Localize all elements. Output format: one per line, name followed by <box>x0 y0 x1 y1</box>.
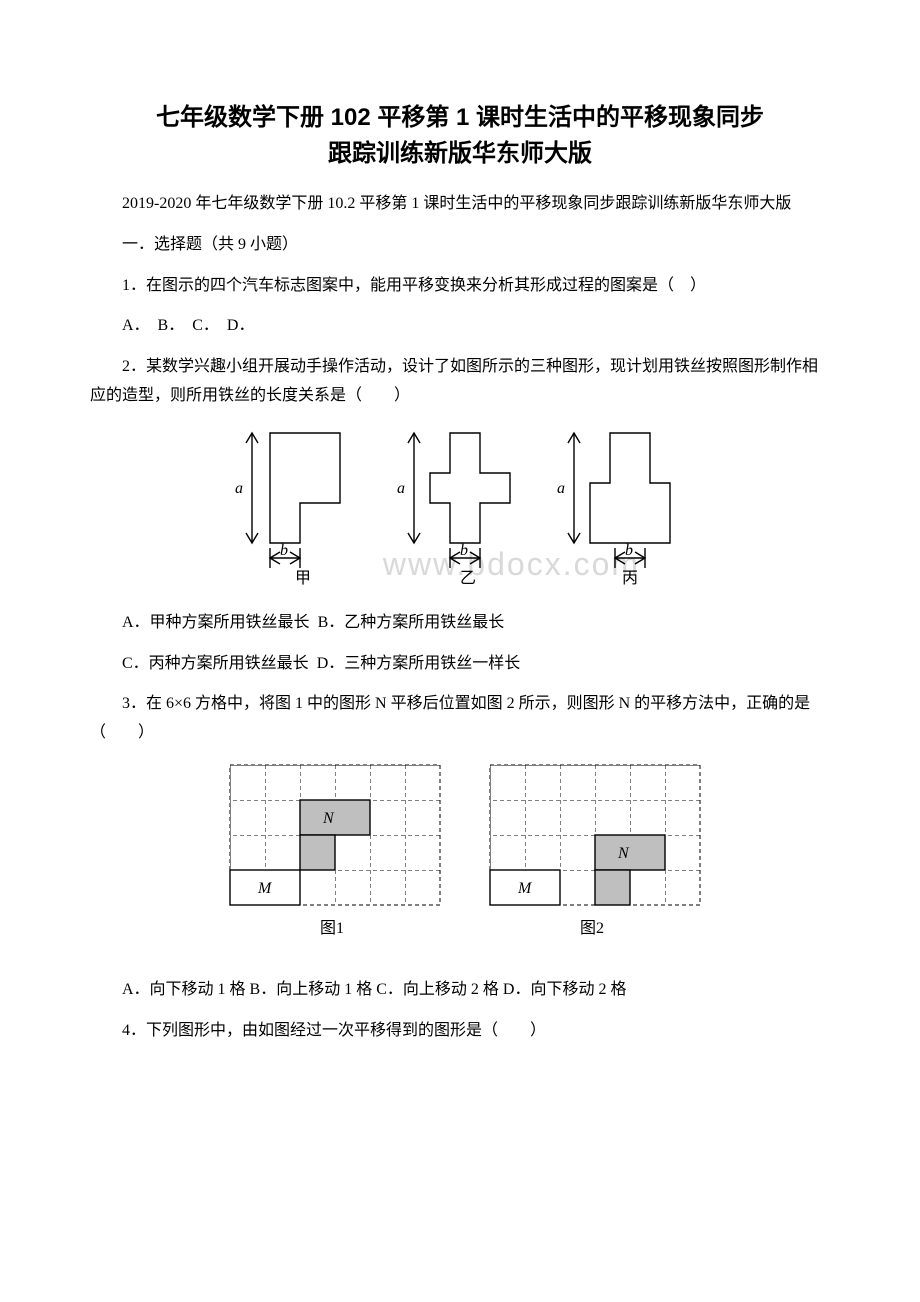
q2-opt-c: C．丙种方案所用铁丝最长 <box>122 655 309 672</box>
label-M-2: M <box>517 880 533 897</box>
title-line-2: 跟踪训练新版华东师大版 <box>328 140 592 167</box>
label-b-1: b <box>280 542 288 559</box>
wire-shapes-svg: a b 甲 a b <box>210 423 710 593</box>
label-bing: 丙 <box>622 570 638 587</box>
question-3-options: A．向下移动 1 格 B．向上移动 1 格 C．向上移动 2 格 D．向下移动 … <box>90 976 830 1005</box>
label-b-3: b <box>625 542 633 559</box>
q2-opt-a: A．甲种方案所用铁丝最长 <box>122 614 310 631</box>
label-N-1: N <box>322 810 335 827</box>
question-2: 2．某数学兴趣小组开展动手操作活动，设计了如图所示的三种图形，现计划用铁丝按照图… <box>90 353 830 411</box>
question-2-options-cd: C．丙种方案所用铁丝最长 D．三种方案所用铁丝一样长 <box>90 650 830 679</box>
question-3: 3．在 6×6 方格中，将图 1 中的图形 N 平移后位置如图 2 所示，则图形… <box>90 690 830 748</box>
q2-opt-d: D．三种方案所用铁丝一样长 <box>317 655 521 672</box>
question-1-options: A． B． C． D． <box>90 312 830 341</box>
section-heading: 一．选择题（共 9 小题） <box>90 231 830 260</box>
question-2-options-ab: A．甲种方案所用铁丝最长 B．乙种方案所用铁丝最长 <box>90 609 830 638</box>
intro-paragraph: 2019-2020 年七年级数学下册 10.2 平移第 1 课时生活中的平移现象… <box>90 190 830 219</box>
title-line-1: 七年级数学下册 102 平移第 1 课时生活中的平移现象同步 <box>156 104 764 131</box>
q2-opt-b: B．乙种方案所用铁丝最长 <box>318 614 505 631</box>
label-b-2: b <box>460 542 468 559</box>
label-tu1: 图1 <box>320 920 344 937</box>
label-a-2: a <box>397 480 405 497</box>
label-yi: 乙 <box>460 570 476 587</box>
label-tu2: 图2 <box>580 920 604 937</box>
label-a-1: a <box>235 480 243 497</box>
question-3-figure: M N 图1 M N 图2 <box>90 760 830 960</box>
label-N-2: N <box>617 845 630 862</box>
question-1: 1．在图示的四个汽车标志图案中，能用平移变换来分析其形成过程的图案是（ ） <box>90 272 830 301</box>
page-title: 七年级数学下册 102 平移第 1 课时生活中的平移现象同步 跟踪训练新版华东师… <box>90 100 830 172</box>
question-4: 4．下列图形中，由如图经过一次平移得到的图形是（ ） <box>90 1017 830 1046</box>
grid-svg: M N 图1 M N 图2 <box>200 760 720 960</box>
label-jia: 甲 <box>295 570 311 587</box>
label-a-3: a <box>557 480 565 497</box>
label-M-1: M <box>257 880 273 897</box>
question-2-figure: www.bdocx.com a b 甲 <box>90 423 830 593</box>
